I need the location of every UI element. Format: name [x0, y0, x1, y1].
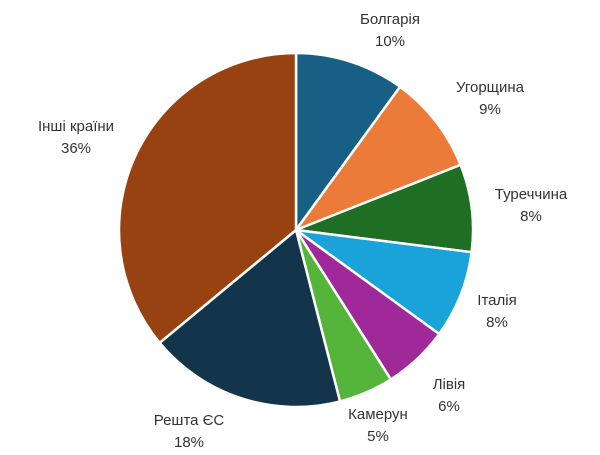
pie-slice-6 [157, 227, 342, 409]
pie-slice-2 [295, 163, 475, 254]
slice-label: Туреччина [495, 186, 568, 203]
pie-slice-0 [294, 51, 402, 234]
slice-label: Болгарія [360, 11, 420, 28]
slice-value-label: 36% [61, 140, 91, 157]
pie-slice-1 [292, 85, 463, 233]
slice-value-label: 10% [375, 33, 405, 50]
pie-slice-7 [117, 51, 298, 345]
slice-value-label: 5% [367, 428, 389, 445]
slice-value-label: 9% [479, 101, 501, 118]
slice-value-label: 6% [438, 398, 460, 415]
slice-value-label: 8% [486, 314, 508, 331]
slice-label: Угорщина [456, 79, 525, 96]
slice-label: Лівія [433, 376, 466, 393]
pie-slices [117, 51, 475, 409]
slice-label: Інші країни [38, 118, 114, 135]
slice-value-label: 18% [174, 434, 204, 451]
slice-labels: Болгарія 10% Угорщина 9% Туреччина 8% Італія 8%… [38, 11, 568, 451]
slice-label: Решта ЄС [154, 412, 225, 429]
pie-slice-3 [295, 228, 473, 336]
slice-label: Італія [477, 292, 516, 309]
slice-value-label: 8% [520, 208, 542, 225]
slice-label: Камерун [348, 406, 408, 423]
